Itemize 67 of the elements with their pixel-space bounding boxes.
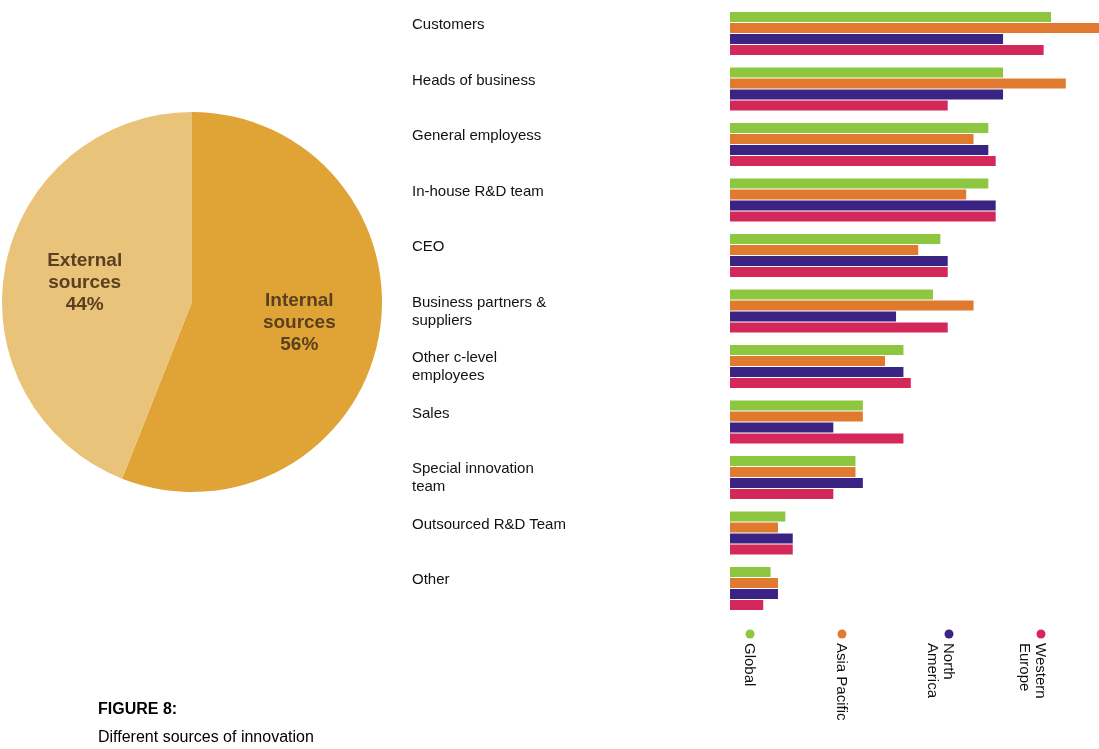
bar — [730, 511, 786, 522]
bar — [730, 178, 989, 189]
bar — [730, 378, 911, 388]
y-tick-label: Business partners & suppliers — [412, 292, 547, 328]
bar — [730, 467, 856, 477]
bar — [730, 322, 948, 333]
bar — [730, 211, 996, 222]
y-tick-label: Outsourced R&D Team — [412, 514, 566, 532]
bar — [730, 478, 863, 488]
text: Different sources of innovation — [98, 728, 314, 745]
data-label: 44% — [65, 292, 104, 314]
bar — [730, 134, 974, 144]
bar — [730, 489, 834, 499]
y-tick-label: Special innovation team — [412, 459, 534, 494]
slice-label: External sources — [47, 248, 123, 292]
legend-label: Western Europe — [1017, 643, 1050, 699]
slice-label: Internal sources — [262, 289, 336, 333]
bar — [730, 567, 771, 577]
bar — [730, 422, 834, 433]
bar — [730, 300, 974, 311]
bar — [730, 145, 989, 155]
bar — [730, 600, 764, 610]
bar — [730, 78, 1066, 89]
bar — [730, 367, 904, 377]
bar — [730, 156, 996, 166]
bar — [730, 289, 933, 300]
bar — [730, 100, 948, 111]
bar — [730, 411, 863, 422]
y-tick-label: CEO — [412, 237, 445, 254]
legend-label: North America — [925, 643, 958, 699]
y-tick-label: Heads of business — [412, 70, 536, 88]
bar — [730, 256, 948, 266]
bar — [730, 267, 948, 277]
bar — [730, 67, 1004, 78]
legend-label: Global — [742, 643, 759, 687]
bar — [730, 34, 1004, 44]
y-tick-label: General employess — [412, 126, 542, 143]
pie-slice — [122, 112, 382, 492]
bar — [730, 123, 989, 133]
bar — [730, 433, 904, 444]
bar — [730, 400, 863, 411]
bar — [730, 522, 778, 533]
bar — [730, 189, 967, 200]
y-tick-label: Other — [412, 570, 450, 587]
bar — [730, 456, 856, 466]
y-tick-label: Sales — [412, 403, 450, 421]
bar — [730, 544, 793, 555]
bar — [730, 245, 919, 255]
bar — [730, 578, 778, 588]
data-label: 56% — [280, 333, 319, 355]
legend-label: Asia Pacific — [834, 643, 851, 722]
y-tick-label: Other c-level employees — [412, 348, 498, 383]
bar — [730, 345, 904, 355]
bar — [730, 12, 1052, 22]
bar — [730, 589, 778, 599]
text: FIGURE 8: — [98, 700, 178, 717]
bar — [730, 200, 996, 211]
y-tick-label: Customers — [412, 15, 485, 32]
bar — [730, 356, 885, 366]
bar — [730, 23, 1099, 33]
bar — [730, 533, 793, 544]
pie-slice — [2, 112, 192, 479]
bar — [730, 89, 1004, 100]
bar — [730, 234, 941, 244]
bar — [730, 45, 1044, 55]
bar — [730, 311, 897, 322]
y-tick-label: In-house R&D team — [412, 181, 544, 199]
